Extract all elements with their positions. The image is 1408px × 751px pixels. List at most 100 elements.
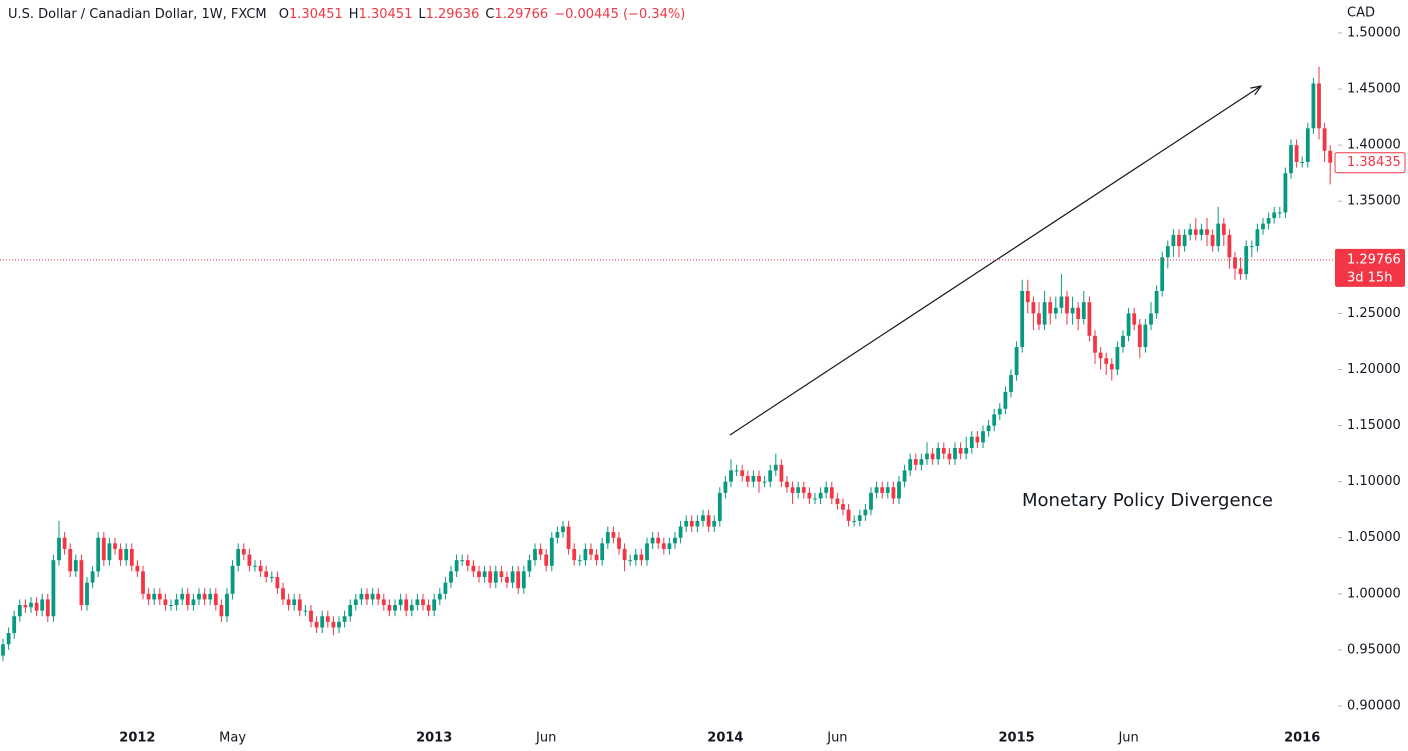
- candle-body: [107, 543, 112, 561]
- y-tick-label: 1.20000: [1347, 362, 1401, 377]
- candle-body: [1205, 229, 1209, 235]
- candle-body: [275, 576, 280, 589]
- candle-body: [157, 593, 162, 600]
- candle-body: [1098, 352, 1103, 359]
- candle-body: [85, 582, 89, 606]
- current-price-label: 1.29766: [1347, 252, 1401, 267]
- candle-body: [1311, 83, 1316, 129]
- candle-body: [1317, 83, 1321, 129]
- candle-body: [1143, 324, 1148, 348]
- candle-body: [118, 548, 123, 561]
- candle-body: [365, 593, 369, 600]
- candle-body: [6, 633, 11, 645]
- candle-body: [1266, 218, 1271, 224]
- y-tick-label: 1.05000: [1347, 530, 1401, 545]
- y-tick-label: 1.25000: [1347, 306, 1401, 321]
- candle-body: [23, 605, 28, 608]
- candle-body: [12, 616, 17, 634]
- candle-body: [1014, 347, 1019, 376]
- candle-body: [941, 447, 946, 454]
- candle-body: [1076, 307, 1081, 320]
- candle-body: [1300, 161, 1305, 163]
- last-price-box: [1334, 152, 1406, 174]
- candle-body: [577, 560, 582, 562]
- y-tick-label: 1.15000: [1347, 418, 1401, 433]
- candle-body: [986, 425, 991, 432]
- candle-body: [1065, 296, 1069, 314]
- candle-body: [57, 537, 61, 561]
- candle-body: [17, 605, 22, 617]
- candle-body: [337, 621, 341, 628]
- candle-body: [549, 537, 554, 566]
- candle-body: [751, 476, 756, 482]
- candle-body: [566, 526, 571, 549]
- candle-body: [292, 599, 297, 606]
- candle-body: [129, 548, 134, 566]
- candle-body: [376, 593, 381, 600]
- candle-body: [661, 543, 666, 549]
- ohlc-value: 1.29766: [494, 7, 549, 22]
- candle-body: [45, 599, 50, 617]
- candle-body: [1305, 128, 1310, 162]
- candle-body: [807, 492, 812, 499]
- x-tick-label: 2013: [416, 731, 452, 746]
- candle-body: [303, 610, 308, 612]
- y-tick-label: 1.10000: [1347, 474, 1401, 489]
- x-tick-label: Jun: [826, 731, 847, 746]
- candle-body: [706, 515, 711, 527]
- candle-body: [79, 560, 84, 606]
- candle-body: [684, 520, 689, 527]
- candle-body: [393, 605, 397, 611]
- candle-body: [320, 616, 325, 628]
- candle-body: [1171, 234, 1176, 247]
- candle-body: [572, 548, 577, 561]
- candle-body: [841, 504, 845, 510]
- y-tick-label: 1.35000: [1347, 194, 1401, 209]
- candle-body: [437, 593, 442, 600]
- candle-body: [533, 548, 537, 561]
- candle-body: [852, 520, 857, 522]
- candle-body: [421, 599, 425, 606]
- candle-body: [997, 408, 1002, 415]
- candle-body: [202, 593, 207, 600]
- candle-body: [331, 621, 336, 628]
- y-tick-label: 0.90000: [1347, 698, 1401, 713]
- candle-body: [505, 576, 509, 583]
- candle-body: [258, 565, 263, 572]
- candle-body: [180, 593, 185, 600]
- candle-body: [992, 414, 997, 426]
- candle-body: [1093, 335, 1097, 353]
- countdown-label: 3d 15h: [1347, 270, 1392, 285]
- y-tick-label: 0.95000: [1347, 642, 1401, 657]
- candle-body: [1059, 296, 1064, 308]
- candle-body: [1025, 290, 1030, 303]
- candle-body: [40, 599, 45, 611]
- candle-body: [1, 644, 5, 656]
- candle-body: [544, 554, 549, 566]
- header: U.S. Dollar / Canadian Dollar, 1W, FXCM …: [8, 7, 691, 22]
- candle-body: [1053, 307, 1058, 314]
- candle-body: [253, 565, 257, 567]
- candle-body: [68, 548, 73, 572]
- candle-body: [1081, 302, 1086, 320]
- candle-body: [689, 520, 694, 527]
- candle-body: [219, 605, 224, 617]
- candle-body: [477, 571, 481, 577]
- candle-body: [1221, 223, 1226, 235]
- candle-body: [90, 571, 95, 583]
- candle-body: [1042, 302, 1047, 325]
- y-tick-label: 1.00000: [1347, 586, 1401, 601]
- candle-body: [673, 537, 677, 544]
- candle-body: [936, 447, 941, 460]
- candle-body: [813, 498, 817, 500]
- candle-body: [1048, 302, 1053, 314]
- candle-body: [846, 509, 851, 521]
- candle-body: [1177, 234, 1181, 247]
- annotation: Monetary Policy Divergence: [1022, 490, 1273, 511]
- candle-body: [645, 543, 649, 561]
- candle-body: [740, 470, 745, 477]
- ohlc-value: 1.29636: [425, 7, 480, 22]
- candle-body: [701, 515, 705, 521]
- candle-body: [964, 447, 969, 454]
- candle-body: [1210, 234, 1215, 247]
